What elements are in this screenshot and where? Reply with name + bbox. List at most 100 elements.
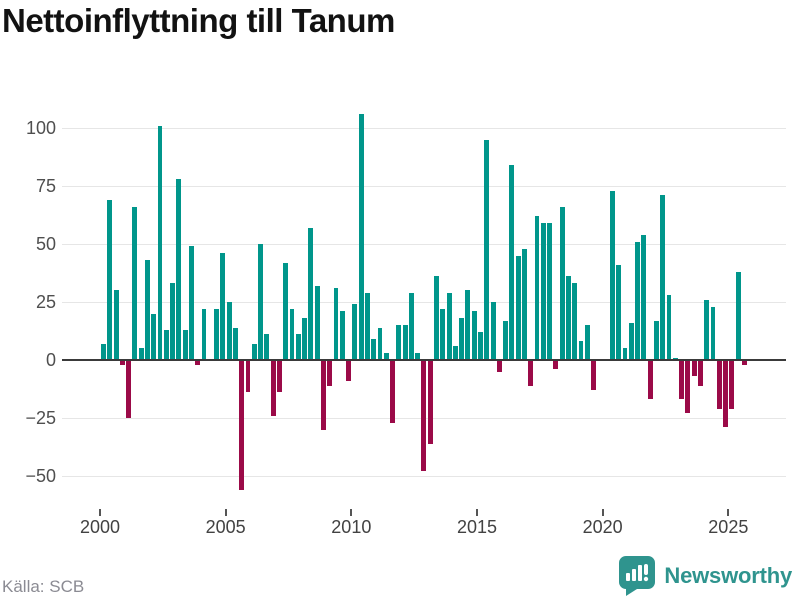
bar-2021-Q2 [635, 241, 641, 360]
bar-2017-Q2 [534, 216, 540, 360]
bar-2004-Q1 [201, 308, 207, 360]
bar-2012-Q2 [408, 292, 414, 360]
bar-2013-Q3 [440, 308, 446, 360]
x-axis-tick-2010 [350, 509, 353, 516]
bar-2003-Q3 [189, 246, 194, 360]
x-axis-label-2020: 2020 [582, 517, 623, 537]
bar-2003-Q4 [195, 360, 201, 365]
bar-2006-Q3 [264, 334, 270, 360]
bar-2013-Q4 [446, 292, 452, 360]
bar-2009-Q4 [346, 360, 351, 381]
x-axis-tick-2025 [727, 509, 730, 516]
bar-2021-Q3 [641, 234, 647, 360]
y-gridline-100 [62, 127, 786, 129]
bar-2016-Q3 [515, 255, 521, 360]
bar-2007-Q3 [289, 308, 295, 360]
bar-2009-Q2 [333, 288, 339, 360]
bar-2007-Q4 [295, 334, 301, 360]
bar-2011-Q4 [396, 325, 402, 360]
bar-2019-Q3 [591, 360, 597, 391]
bar-2005-Q3 [239, 360, 245, 490]
bar-2010-Q1 [352, 304, 358, 360]
x-axis-tick-2000 [99, 509, 101, 516]
bar-2014-Q1 [452, 346, 458, 360]
x-axis-label-2015: 2015 [456, 517, 498, 537]
y-gridline-25 [62, 301, 786, 303]
bar-2015-Q2 [484, 139, 490, 360]
bar-2007-Q2 [283, 262, 289, 360]
bar-2011-Q3 [390, 360, 395, 423]
x-axis-tick-2005 [224, 509, 227, 516]
bar-2016-Q2 [509, 165, 515, 360]
bar-2025-Q1 [729, 360, 735, 409]
bar-2008-Q2 [308, 227, 314, 360]
bar-2016-Q1 [503, 320, 509, 360]
bar-2000-Q1 [101, 343, 106, 360]
bar-2006-Q4 [270, 360, 276, 416]
bar-2019-Q1 [578, 341, 584, 360]
bar-2002-Q1 [151, 313, 157, 360]
y-axis-label-100: 100 [25, 118, 56, 138]
bar-2023-Q4 [697, 360, 703, 386]
bar-2008-Q4 [320, 360, 326, 430]
bar-2007-Q1 [276, 360, 282, 393]
chart-title: Nettoinflyttning till Tanum [2, 2, 395, 39]
bar-2010-Q2 [358, 114, 364, 360]
bar-2009-Q3 [339, 311, 345, 360]
bar-2020-Q4 [622, 348, 628, 360]
y-axis-label--25: −25 [25, 408, 56, 428]
bar-2015-Q3 [490, 302, 496, 360]
bar-2002-Q3 [163, 329, 169, 360]
bar-2003-Q1 [176, 179, 182, 360]
x-axis-label-2025: 2025 [708, 517, 749, 537]
x-axis-label-2000: 2000 [79, 517, 121, 537]
bar-2000-Q4 [119, 360, 125, 365]
bar-2006-Q1 [251, 343, 257, 360]
newsworthy-wordmark: Newsworthy [664, 563, 792, 588]
y-gridline-50 [62, 243, 786, 245]
bar-2022-Q4 [672, 357, 678, 360]
bar-2010-Q4 [371, 339, 377, 360]
bar-2000-Q3 [113, 290, 119, 360]
bar-2014-Q4 [471, 311, 477, 360]
bar-2005-Q4 [245, 360, 251, 393]
bar-2022-Q3 [666, 295, 672, 360]
bar-2023-Q3 [691, 360, 697, 377]
x-axis-label-2005: 2005 [205, 517, 246, 537]
bar-2004-Q4 [220, 253, 226, 360]
bar-2014-Q2 [459, 318, 465, 360]
bar-2012-Q4 [421, 360, 427, 472]
bar-2017-Q3 [540, 223, 546, 360]
bar-2023-Q2 [685, 360, 691, 414]
bar-2002-Q2 [157, 125, 163, 360]
bar-2018-Q1 [553, 360, 559, 370]
bar-2015-Q1 [478, 332, 483, 360]
y-axis-label-0: 0 [45, 350, 56, 370]
bar-2017-Q4 [547, 223, 553, 360]
bar-2011-Q1 [377, 327, 383, 360]
bar-2018-Q3 [566, 276, 571, 360]
bar-2018-Q4 [572, 283, 578, 360]
y-axis-label-75: 75 [35, 176, 56, 196]
bar-2024-Q2 [710, 306, 716, 360]
y-axis-label-25: 25 [35, 292, 56, 312]
bar-2020-Q2 [609, 190, 615, 360]
bar-2019-Q2 [584, 325, 590, 360]
bar-2001-Q3 [138, 348, 144, 360]
bar-2018-Q2 [559, 206, 565, 360]
x-axis-zero-line [62, 359, 786, 361]
bar-2012-Q1 [402, 325, 408, 360]
bar-2010-Q3 [364, 292, 370, 360]
newsworthy-logo: Newsworthy [619, 556, 792, 596]
bar-2020-Q3 [616, 264, 622, 360]
bar-2022-Q1 [653, 320, 659, 360]
bar-2021-Q4 [647, 360, 653, 400]
bar-2022-Q2 [660, 195, 666, 360]
bar-2021-Q1 [628, 322, 634, 360]
bar-2002-Q4 [170, 283, 176, 360]
bar-2005-Q2 [232, 327, 238, 360]
bar-2001-Q2 [132, 206, 138, 360]
bar-2024-Q4 [723, 360, 728, 428]
